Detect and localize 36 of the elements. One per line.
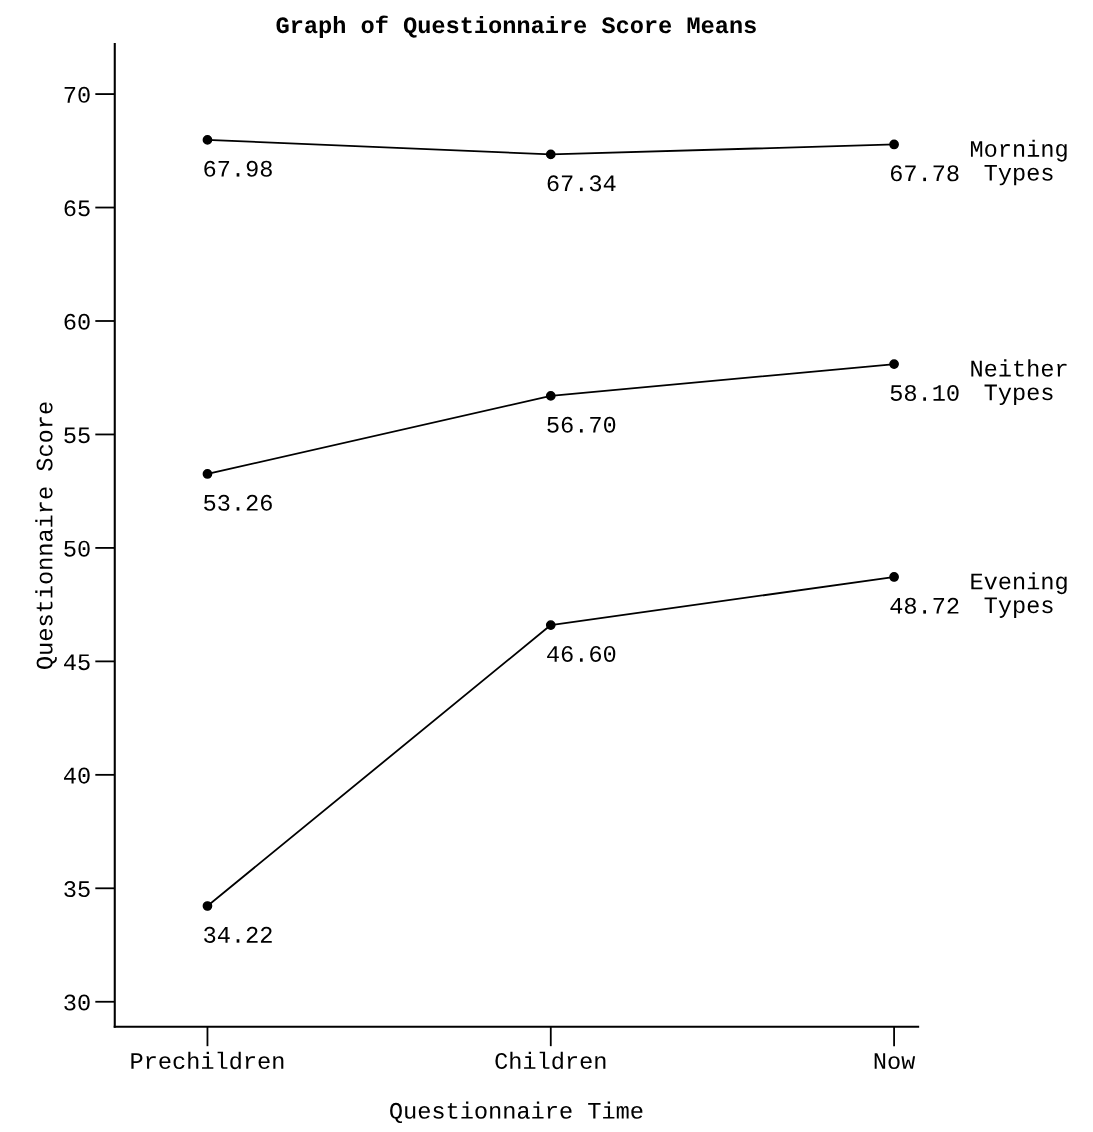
text: Morning Types	[970, 139, 1067, 186]
text: Evening Types	[971, 572, 1067, 618]
point	[545, 620, 556, 630]
data-label: 67.98	[204, 160, 272, 177]
y-tick-label: 55	[64, 427, 90, 444]
data-label: 56.70	[547, 416, 616, 433]
y-tick-label: 40	[64, 767, 90, 784]
x-tick-label: Now	[874, 1053, 916, 1070]
x-tick-label: Prechildren	[131, 1051, 284, 1070]
point	[545, 149, 556, 160]
point	[889, 572, 899, 582]
x-axis-title: Questionnaire Time	[390, 1101, 643, 1124]
point	[889, 359, 899, 369]
point	[202, 135, 213, 145]
point	[202, 901, 213, 911]
data-label: 48.72	[890, 597, 959, 614]
y-tick-label: 65	[64, 200, 90, 217]
data-label: 46.60	[547, 645, 616, 662]
y-axis-title: Questionnaire Score	[35, 402, 57, 669]
point	[202, 469, 213, 479]
y-tick-label: 70	[64, 86, 90, 103]
y-tick-label: 45	[64, 654, 90, 671]
point	[889, 139, 899, 150]
x-tick-label: Children	[495, 1051, 606, 1070]
y-tick-label: 35	[64, 881, 90, 898]
data-label: 34.22	[204, 926, 272, 943]
y-tick-label: 50	[64, 540, 90, 557]
y-tick-label: 30	[64, 994, 90, 1011]
y-tick-label: 60	[64, 313, 90, 330]
data-label: 67.78	[890, 165, 959, 182]
text: Neither Types	[971, 359, 1067, 406]
chart-title: Graph of Questionnaire Score Means	[276, 15, 756, 38]
data-label: 58.10	[890, 384, 959, 401]
data-label: 67.34	[547, 175, 616, 192]
point	[545, 391, 556, 401]
data-label: 53.26	[204, 494, 272, 511]
